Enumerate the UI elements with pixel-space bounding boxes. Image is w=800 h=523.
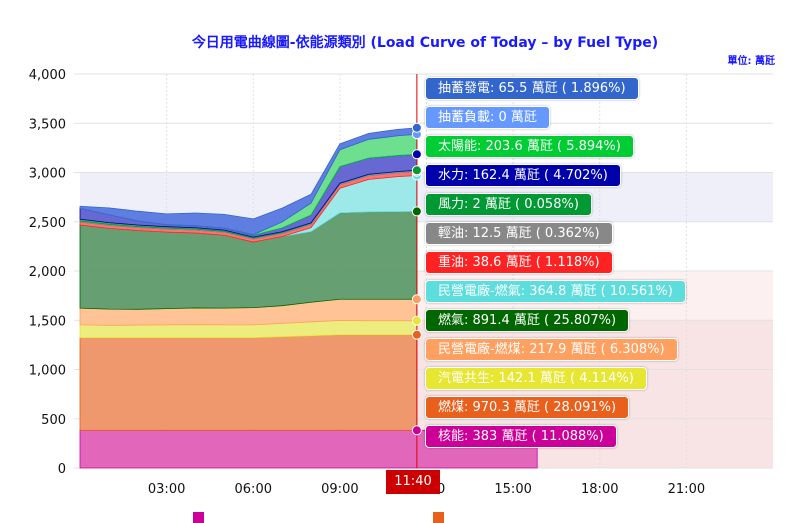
y-tick-label: 3,500 xyxy=(29,117,66,132)
tooltip-4: 燃氣: 891.4 萬瓩 ( 25.807%) xyxy=(425,309,630,332)
cursor-marker-8 xyxy=(411,165,422,176)
tooltip-5: 民營電廠-燃氣: 364.8 萬瓩 ( 10.561%) xyxy=(425,280,686,303)
x-tick-label: 15:00 xyxy=(494,482,531,497)
tooltip-3: 民營電廠-燃煤: 217.9 萬瓩 ( 6.308%) xyxy=(425,338,678,361)
tooltip-12: 抽蓄發電: 65.5 萬瓩 ( 1.896%) xyxy=(425,77,639,100)
y-tick-label: 2,500 xyxy=(29,216,66,231)
tooltip-11: 抽蓄負載: 0 萬瓩 xyxy=(425,106,550,129)
cursor-marker-0 xyxy=(411,425,422,436)
cursor-marker-4 xyxy=(411,206,422,217)
y-tick-label: 1,500 xyxy=(29,314,66,329)
y-tick-label: 2,000 xyxy=(29,265,66,280)
tooltip-2: 汽電共生: 142.1 萬瓩 ( 4.114%) xyxy=(425,367,647,390)
cursor-marker-1 xyxy=(411,329,422,340)
tooltip-0: 核能: 383 萬瓩 ( 11.088%) xyxy=(425,425,617,448)
cursor-marker-9 xyxy=(411,149,422,160)
y-tick-label: 4,000 xyxy=(29,68,66,83)
tooltip-1: 燃煤: 970.3 萬瓩 ( 28.091%) xyxy=(425,396,630,419)
x-tick-label: 21:00 xyxy=(668,482,705,497)
tooltip-7: 輕油: 12.5 萬瓩 ( 0.362%) xyxy=(425,222,613,245)
y-tick-label: 3,000 xyxy=(29,167,66,182)
cursor-marker-3 xyxy=(411,294,422,305)
tooltip-9: 水力: 162.4 萬瓩 ( 4.702%) xyxy=(425,164,621,187)
unit-label: 單位: 萬瓩 xyxy=(727,56,775,67)
tooltip-6: 重油: 38.6 萬瓩 ( 1.118%) xyxy=(425,251,613,274)
tooltip-8: 風力: 2 萬瓩 ( 0.058%) xyxy=(425,193,592,216)
y-tick-label: 1,000 xyxy=(29,364,66,379)
y-tick-label: 0 xyxy=(58,462,66,477)
cursor-marker-12 xyxy=(411,122,422,133)
x-tick-label: 03:00 xyxy=(148,482,185,497)
x-tick-label: 18:00 xyxy=(581,482,618,497)
tooltip-10: 太陽能: 203.6 萬瓩 ( 5.894%) xyxy=(425,135,634,158)
x-tick-label: 06:00 xyxy=(235,482,272,497)
x-tick-label: 09:00 xyxy=(321,482,358,497)
cursor-marker-2 xyxy=(411,315,422,326)
chart-title: 今日用電曲線圖-依能源類別 (Load Curve of Today – by … xyxy=(191,35,659,51)
cursor-time-label: 11:40 xyxy=(386,470,440,494)
y-tick-label: 500 xyxy=(41,413,66,428)
area-1 xyxy=(79,334,418,431)
